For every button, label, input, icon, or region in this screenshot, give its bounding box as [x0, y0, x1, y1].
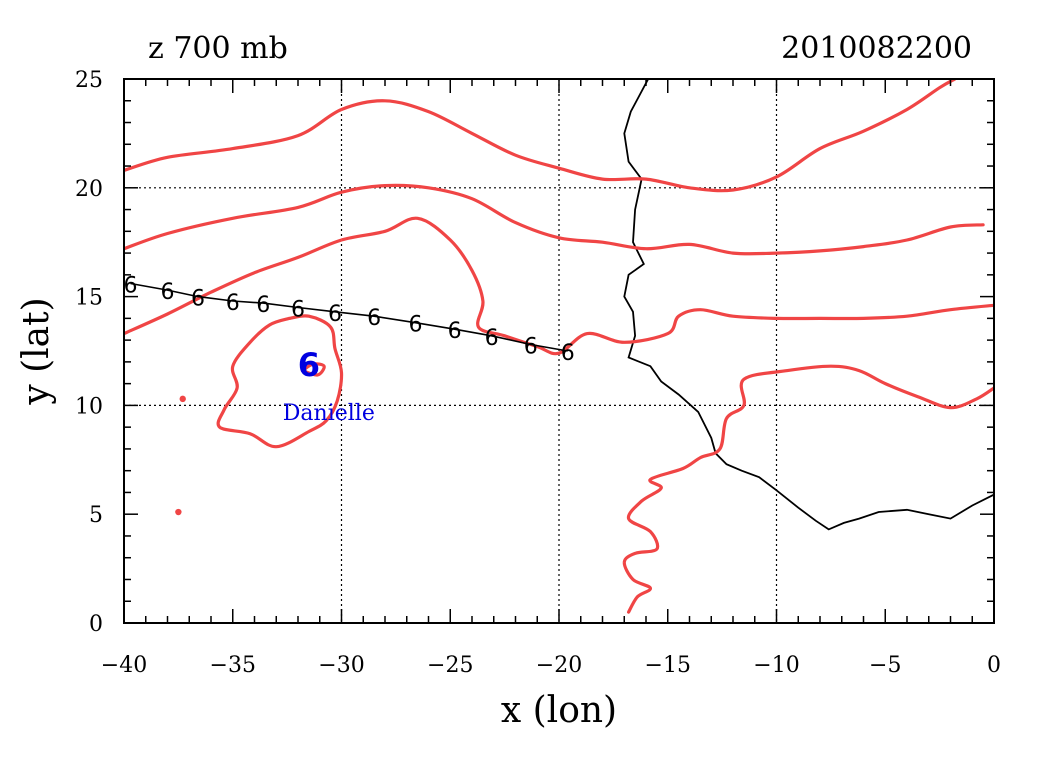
track-marker-icon: 6 — [408, 313, 422, 338]
track-marker-icon: 6 — [291, 297, 305, 322]
contour-line-0 — [124, 79, 957, 193]
title-right: 2010082200 — [781, 31, 972, 66]
x-tick-label: −35 — [210, 653, 256, 678]
x-axis-label: x (lon) — [501, 690, 617, 731]
axis-ticks: −40 −35 −30 −25 −20 −15 −10 −5 0 0 5 10 15 20 25 — [75, 68, 1001, 678]
contour-line-1 — [124, 183, 985, 256]
y-tick-label: 10 — [75, 394, 103, 419]
track-marker-icon: 6 — [256, 293, 270, 318]
x-tick-label: −5 — [869, 653, 901, 678]
storm-layer: 6 Danielle — [283, 346, 375, 426]
coastline — [623, 79, 994, 531]
track-marker-icon: 6 — [191, 287, 205, 312]
storm-name-label: Danielle — [283, 401, 375, 426]
track-marker-icon: 6 — [124, 274, 138, 299]
track-marker-icon: 6 — [328, 302, 342, 327]
track-marker-icon: 6 — [561, 341, 575, 366]
y-tick-label: 25 — [75, 68, 103, 93]
coastline-layer — [623, 79, 994, 531]
contour-line-2 — [124, 216, 994, 356]
title-left: z 700 mb — [148, 31, 288, 66]
track-marker-icon: 6 — [226, 291, 240, 316]
x-tick-label: 0 — [987, 653, 1001, 678]
y-tick-label: 0 — [89, 612, 103, 637]
x-tick-label: −20 — [536, 653, 582, 678]
track-marker-icon: 6 — [448, 319, 462, 344]
y-tick-label: 20 — [75, 177, 103, 202]
grid-lines — [124, 79, 994, 623]
y-tick-label: 5 — [89, 503, 103, 528]
track-marker-icon: 6 — [161, 280, 175, 305]
contour-layer — [124, 79, 994, 614]
storm-marker-icon: 6 — [298, 346, 320, 384]
x-tick-label: −15 — [645, 653, 691, 678]
y-axis-label: y (lat) — [16, 297, 57, 405]
x-tick-label: −25 — [427, 653, 473, 678]
contour-line-3 — [622, 364, 994, 614]
x-tick-label: −40 — [101, 653, 147, 678]
track-line — [130, 282, 568, 352]
x-tick-label: −30 — [318, 653, 364, 678]
contour-dot — [175, 508, 182, 516]
contour-dot — [179, 395, 186, 403]
contour-line-4 — [216, 314, 344, 449]
y-tick-label: 15 — [75, 286, 103, 311]
track-marker-icon: 6 — [485, 326, 499, 351]
x-tick-label: −10 — [753, 653, 799, 678]
track-marker-icon: 6 — [524, 334, 538, 359]
track-marker-icon: 6 — [367, 306, 381, 331]
contour-line-5 — [300, 362, 326, 377]
